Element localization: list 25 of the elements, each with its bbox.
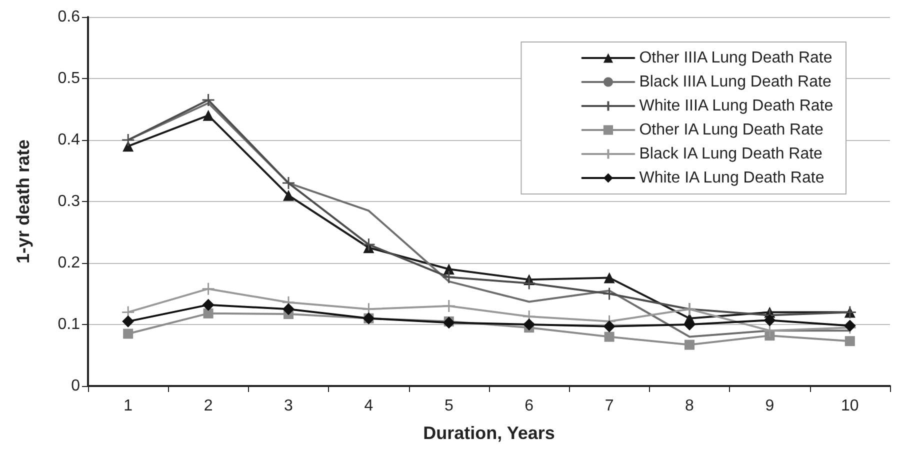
x-tick-label: 5	[444, 398, 454, 414]
x-tick-label: 6	[524, 398, 534, 414]
x-tick-label: 10	[841, 398, 859, 414]
legend-label: Black IIIA Lung Death Rate	[639, 74, 832, 90]
x-tick-label: 7	[604, 398, 614, 414]
x-tick-label: 2	[204, 398, 213, 414]
x-tick-label: 1	[124, 398, 133, 414]
x-tick-label: 9	[765, 398, 774, 414]
legend-label: Black IA Lung Death Rate	[639, 146, 823, 162]
y-tick-label: 0.1	[58, 316, 80, 333]
legend-label: White IIIA Lung Death Rate	[639, 98, 834, 114]
legend-label: Other IA Lung Death Rate	[639, 122, 824, 138]
y-tick-label: 0.3	[58, 193, 80, 210]
y-tick-label: 0.6	[58, 8, 80, 26]
legend-label: White IA Lung Death Rate	[639, 170, 824, 186]
x-axis-title: Duration, Years	[423, 423, 555, 443]
x-tick-label: 4	[364, 398, 374, 414]
x-tick-label: 3	[284, 398, 294, 414]
y-tick-label: 0.5	[58, 70, 80, 87]
legend-label: Other IIIA Lung Death Rate	[639, 50, 832, 66]
y-tick-label: 0.2	[58, 254, 80, 272]
x-tick-label: 8	[685, 398, 694, 414]
y-axis-title: 1-yr death rate	[13, 139, 33, 264]
y-tick-label: 0	[71, 378, 80, 394]
y-tick-label: 0.4	[58, 132, 80, 148]
